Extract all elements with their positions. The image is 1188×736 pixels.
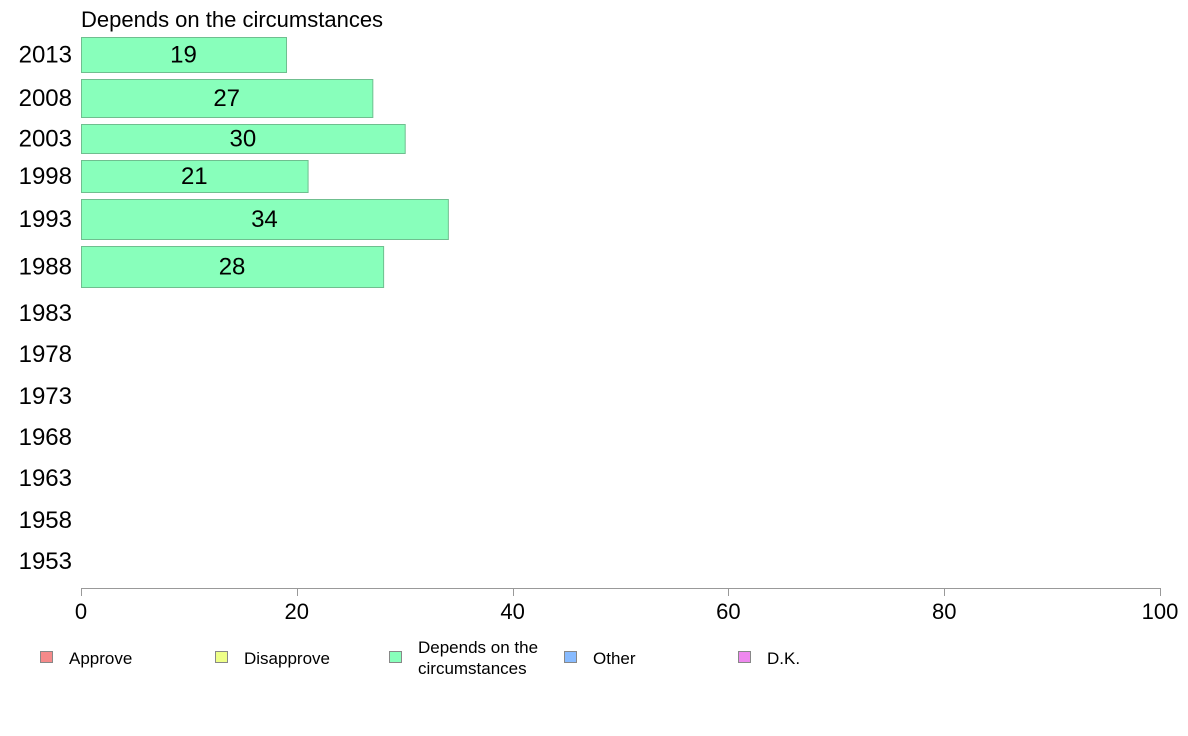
legend-label: Depends on the circumstances: [418, 638, 538, 678]
bar-value-label: 30: [229, 126, 256, 153]
category-label: 1968: [19, 424, 72, 451]
x-tick-label: 20: [285, 599, 309, 624]
bar: [81, 199, 449, 240]
bar: [81, 37, 288, 73]
bar-value-label: 28: [219, 254, 246, 281]
bar: [81, 160, 309, 193]
chart-title: Depends on the circumstances: [81, 7, 383, 32]
category-label: 1998: [19, 163, 72, 190]
legend-swatch: [215, 651, 228, 663]
category-label: 1963: [19, 465, 72, 492]
x-tick-label: 0: [75, 599, 87, 624]
x-tick-label: 80: [932, 599, 956, 624]
category-label: 2013: [19, 42, 72, 69]
category-label: 1988: [19, 254, 72, 281]
bar-value-label: 19: [170, 42, 197, 69]
legend-label: Other: [593, 649, 636, 668]
legend-label: Approve: [69, 649, 132, 668]
category-label: 1953: [19, 548, 72, 575]
category-labels: 2013 2008 2003 1998 1993 1988 1983 1978 1973 1968…: [19, 42, 72, 576]
bar: [81, 124, 406, 154]
bar-value-label: 34: [251, 206, 278, 233]
legend-swatch: [389, 651, 402, 663]
x-axis: 0 20 40 60 80 100: [75, 588, 1178, 624]
x-tick-label: 60: [716, 599, 740, 624]
x-tick-label: 100: [1142, 599, 1179, 624]
category-label: 1973: [19, 383, 72, 410]
bar: [81, 79, 374, 118]
bar-value-label: 27: [213, 85, 240, 112]
legend-label: D.K.: [767, 649, 800, 668]
category-label: 2008: [19, 85, 72, 112]
category-label: 1993: [19, 206, 72, 233]
legend-swatch: [738, 651, 751, 663]
category-label: 1978: [19, 341, 72, 368]
category-label: 1983: [19, 300, 72, 327]
legend-swatch: [564, 651, 577, 663]
legend-swatch: [40, 651, 53, 663]
legend: Approve Disapprove Depends on the circumsta…: [40, 638, 800, 678]
category-label: 2003: [19, 126, 72, 153]
legend-label: Disapprove: [244, 649, 330, 668]
bar-value-label: 21: [181, 163, 208, 190]
category-label: 1958: [19, 507, 72, 534]
bar: [81, 246, 385, 288]
x-tick-label: 40: [500, 599, 524, 624]
